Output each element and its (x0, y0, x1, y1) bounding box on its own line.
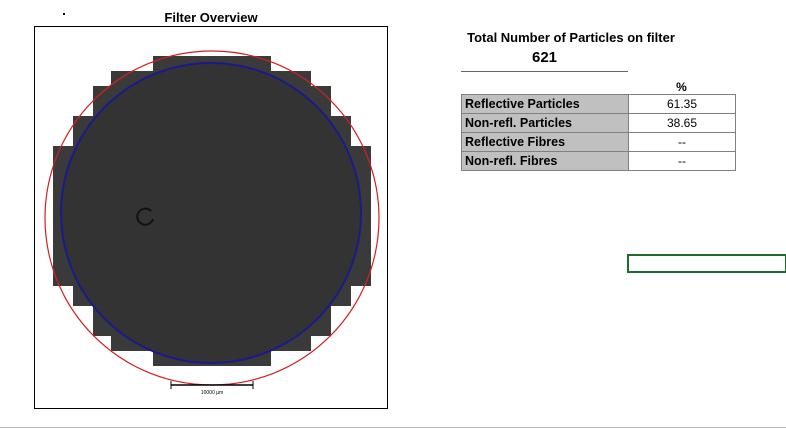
artifact (136, 207, 154, 226)
scale-label: 10000 µm (201, 390, 223, 396)
total-value: 621 (531, 49, 558, 66)
row-value: 61.35 (628, 94, 736, 114)
row-label: Reflective Fibres (461, 132, 629, 152)
bottom-border (0, 427, 786, 428)
row: Reflective Particles 61.35 (461, 94, 736, 114)
column-header: % (676, 80, 687, 94)
dot (63, 13, 65, 15)
selected-cell[interactable] (627, 254, 786, 273)
filter-graphic: 10000 µm (44, 50, 380, 396)
row-label: Non-refl. Particles (461, 113, 629, 133)
blue-circle (60, 62, 362, 364)
filter-title: Filter Overview (164, 10, 258, 25)
row-value: -- (628, 151, 736, 171)
row: Non-refl. Fibres -- (461, 151, 736, 171)
underline (461, 71, 628, 72)
row-label: Reflective Particles (461, 94, 629, 114)
row: Non-refl. Particles 38.65 (461, 113, 736, 133)
total-label: Total Number of Particles on filter (467, 30, 675, 45)
filter-image: 10000 µm (34, 26, 388, 409)
row-label: Non-refl. Fibres (461, 151, 629, 171)
results-table: Reflective Particles 61.35 Non-refl. Part… (461, 94, 736, 171)
row-value: -- (628, 132, 736, 152)
row-value: 38.65 (628, 113, 736, 133)
row: Reflective Fibres -- (461, 132, 736, 152)
